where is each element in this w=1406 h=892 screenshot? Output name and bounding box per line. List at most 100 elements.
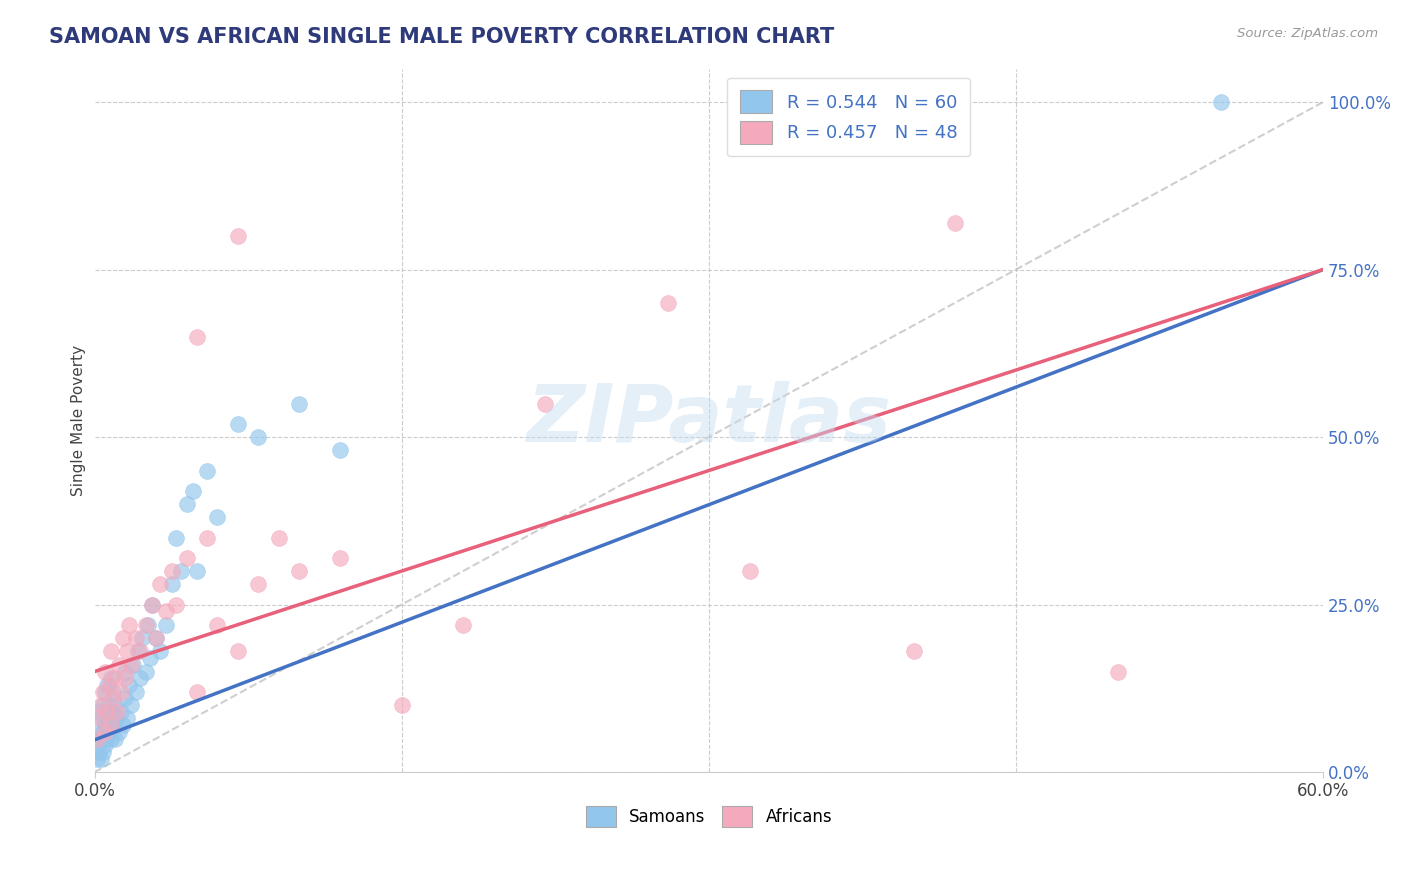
Point: [127, 644, 149, 658]
Point: [100, 644, 122, 658]
Y-axis label: Single Male Poverty: Single Male Poverty: [72, 344, 86, 496]
Point: [169, 564, 191, 578]
Point: [149, 644, 172, 658]
Point: [94, 665, 117, 679]
Point: [114, 665, 136, 679]
Point: [87, 711, 110, 725]
Point: [155, 604, 177, 618]
Point: [176, 550, 198, 565]
Point: [94, 684, 117, 698]
Point: [288, 564, 311, 578]
Point: [90, 711, 112, 725]
Point: [117, 711, 139, 725]
Point: [86, 738, 108, 752]
Point: [141, 598, 163, 612]
Point: [247, 577, 270, 591]
Point: [94, 738, 117, 752]
Point: [101, 691, 124, 706]
Point: [94, 718, 117, 732]
Text: SAMOAN VS AFRICAN SINGLE MALE POVERTY CORRELATION CHART: SAMOAN VS AFRICAN SINGLE MALE POVERTY CO…: [49, 27, 834, 46]
Point: [141, 598, 163, 612]
Point: [105, 705, 128, 719]
Point: [145, 631, 167, 645]
Point: [122, 657, 145, 672]
Point: [124, 684, 146, 698]
Point: [166, 598, 188, 612]
Point: [120, 698, 142, 712]
Point: [105, 711, 128, 725]
Point: [101, 684, 124, 698]
Point: [1107, 665, 1129, 679]
Point: [136, 617, 159, 632]
Point: [534, 396, 557, 410]
Text: Source: ZipAtlas.com: Source: ZipAtlas.com: [1237, 27, 1378, 40]
Point: [186, 684, 208, 698]
Point: [90, 698, 112, 712]
Point: [451, 617, 474, 632]
Point: [195, 531, 218, 545]
Point: [162, 577, 184, 591]
Point: [943, 216, 966, 230]
Point: [114, 671, 136, 685]
Point: [96, 705, 118, 719]
Point: [186, 329, 208, 343]
Point: [128, 671, 150, 685]
Point: [329, 550, 352, 565]
Point: [91, 684, 114, 698]
Point: [145, 631, 167, 645]
Point: [112, 631, 135, 645]
Text: ZIPatlas: ZIPatlas: [526, 381, 891, 459]
Point: [110, 684, 132, 698]
Point: [120, 657, 142, 672]
Legend: Samoans, Africans: Samoans, Africans: [579, 799, 839, 834]
Point: [87, 724, 110, 739]
Point: [108, 724, 131, 739]
Point: [155, 617, 177, 632]
Point: [195, 464, 218, 478]
Point: [181, 483, 204, 498]
Point: [114, 691, 136, 706]
Point: [226, 417, 249, 431]
Point: [110, 705, 132, 719]
Point: [104, 731, 127, 746]
Point: [91, 698, 114, 712]
Point: [97, 698, 120, 712]
Point: [104, 671, 127, 685]
Point: [96, 711, 118, 725]
Point: [117, 644, 139, 658]
Point: [86, 731, 108, 746]
Point: [657, 296, 679, 310]
Point: [118, 678, 141, 692]
Point: [738, 564, 761, 578]
Point: [135, 617, 157, 632]
Point: [86, 752, 108, 766]
Point: [100, 705, 122, 719]
Point: [139, 651, 162, 665]
Point: [135, 665, 157, 679]
Point: [131, 631, 153, 645]
Point: [118, 617, 141, 632]
Point: [176, 497, 198, 511]
Point: [97, 678, 120, 692]
Point: [91, 724, 114, 739]
Point: [207, 510, 229, 524]
Point: [162, 564, 184, 578]
Point: [1209, 95, 1232, 109]
Point: [149, 577, 172, 591]
Point: [247, 430, 270, 444]
Point: [100, 731, 122, 746]
Point: [87, 705, 110, 719]
Point: [96, 731, 118, 746]
Point: [94, 724, 117, 739]
Point: [108, 657, 131, 672]
Point: [186, 564, 208, 578]
Point: [90, 752, 112, 766]
Point: [96, 678, 118, 692]
Point: [128, 644, 150, 658]
Point: [90, 731, 112, 746]
Point: [104, 698, 127, 712]
Point: [267, 531, 290, 545]
Point: [207, 617, 229, 632]
Point: [166, 531, 188, 545]
Point: [112, 718, 135, 732]
